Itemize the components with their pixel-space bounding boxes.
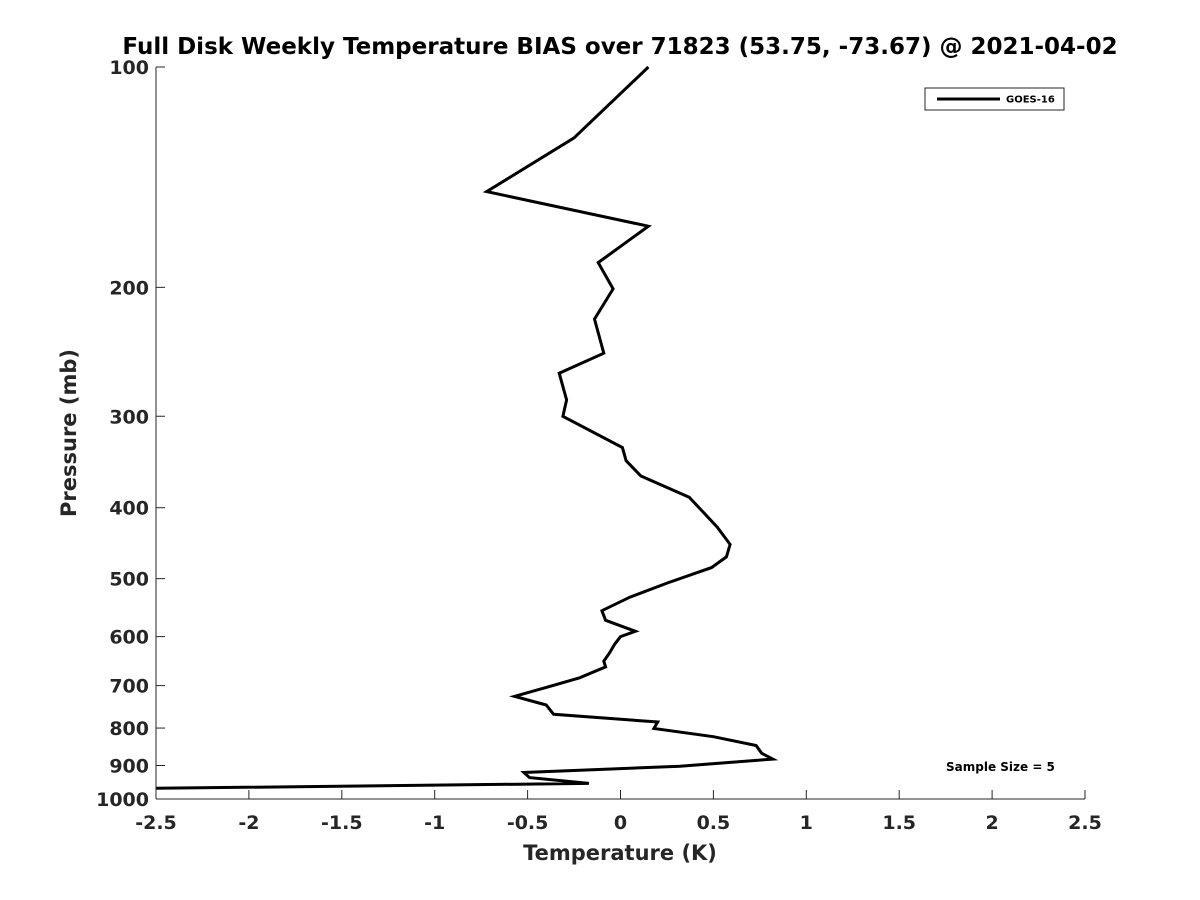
y-ticks: 100 200 300 400 500 600 700 800 900 1000 (96, 57, 165, 811)
y-tick-label: 500 (109, 569, 149, 591)
x-tick-label: 0.5 (697, 812, 731, 834)
y-axis-label: Pressure (mb) (57, 349, 81, 517)
x-tick-label: -1 (424, 812, 445, 834)
plot-area (156, 67, 1085, 799)
legend-label-goes-16: GOES-16 (1006, 95, 1055, 106)
x-ticks: -2.5 -2 -1.5 -1 -0.5 0 0.5 1 1.5 2 2.5 (135, 790, 1102, 834)
y-tick-label: 100 (109, 57, 149, 79)
y-tick-label: 900 (109, 756, 149, 778)
y-tick-label: 200 (109, 277, 149, 299)
y-tick-label: 400 (109, 498, 149, 520)
x-tick-label: 1.5 (882, 812, 916, 834)
x-tick-label: -0.5 (507, 812, 549, 834)
x-tick-label: 2 (985, 812, 998, 834)
data-layer (155, 65, 779, 790)
y-tick-label: 800 (109, 718, 149, 740)
sample-size-annotation: Sample Size = 5 (946, 760, 1055, 774)
x-tick-label: 1 (800, 812, 813, 834)
x-tick-label: -1.5 (321, 812, 363, 834)
x-axis-label: Temperature (K) (523, 841, 717, 865)
chart-title: Full Disk Weekly Temperature BIAS over 7… (122, 34, 1117, 60)
x-tick-label: -2.5 (135, 812, 177, 834)
y-tick-label: 1000 (96, 789, 149, 811)
series-line-goes-16 (155, 65, 779, 790)
y-tick-label: 300 (109, 406, 149, 428)
x-tick-label: 2.5 (1068, 812, 1102, 834)
y-tick-label: 600 (109, 627, 149, 649)
x-tick-label: -2 (238, 812, 259, 834)
legend: GOES-16 (924, 87, 1065, 111)
x-tick-label: 0 (614, 812, 627, 834)
y-tick-label: 700 (109, 676, 149, 698)
